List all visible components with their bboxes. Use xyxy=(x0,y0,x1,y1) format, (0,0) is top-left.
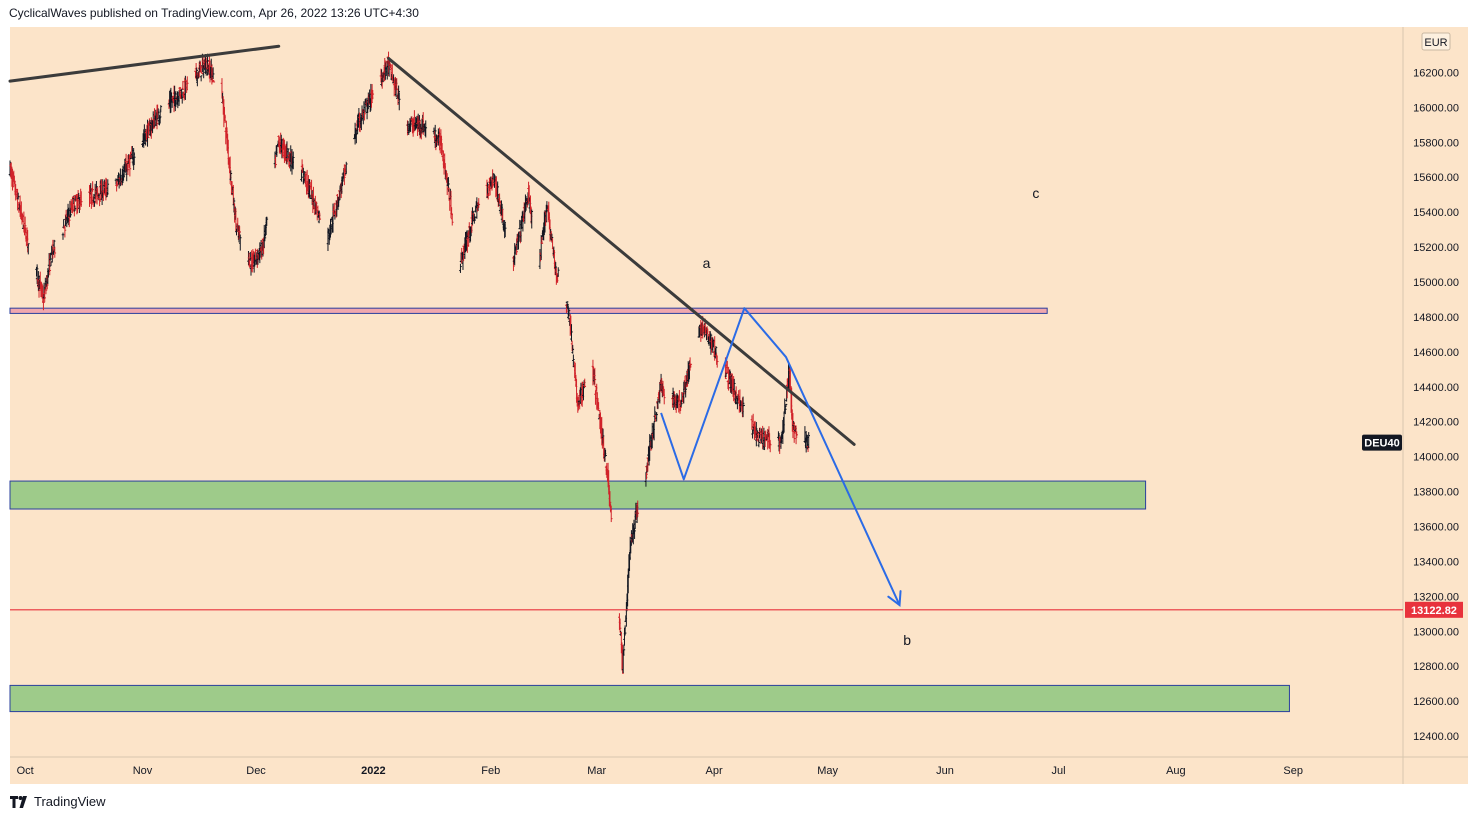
y-tick-label: 15200.00 xyxy=(1413,242,1459,254)
x-tick-label: Mar xyxy=(587,765,606,777)
x-tick-label: Jul xyxy=(1052,765,1066,777)
currency-label: EUR xyxy=(1424,37,1447,49)
y-tick-label: 13400.00 xyxy=(1413,556,1459,568)
x-tick-label: Jun xyxy=(936,765,954,777)
y-tick-label: 16200.00 xyxy=(1413,67,1459,79)
x-tick-label: Sep xyxy=(1283,765,1303,777)
candles-layer xyxy=(8,51,811,674)
y-tick-label: 15800.00 xyxy=(1413,137,1459,149)
zones-layer xyxy=(9,307,1290,713)
y-tick-label: 12600.00 xyxy=(1413,696,1459,708)
y-tick-label: 14600.00 xyxy=(1413,347,1459,359)
y-tick-label: 13200.00 xyxy=(1413,591,1459,603)
projection-arrowhead xyxy=(887,590,902,607)
resistance-zone xyxy=(9,307,1048,314)
wave-projection-path[interactable] xyxy=(660,307,901,606)
x-tick-label: May xyxy=(817,765,838,777)
y-tick-label: 13600.00 xyxy=(1413,521,1459,533)
footer: TradingView xyxy=(10,794,106,809)
currency-badge[interactable] xyxy=(1421,32,1451,51)
x-tick-label: Dec xyxy=(246,765,266,777)
x-tick-label: Oct xyxy=(17,765,34,777)
support-zone xyxy=(9,684,1290,713)
projection-layer xyxy=(660,307,902,607)
annotations-layer: a b c xyxy=(703,185,1040,648)
x-tick-label: Nov xyxy=(133,765,153,777)
symbol-badge[interactable] xyxy=(1362,434,1402,451)
y-tick-label: 14200.00 xyxy=(1413,417,1459,429)
y-tick-label: 15600.00 xyxy=(1413,172,1459,184)
support-zone xyxy=(9,480,1147,510)
current-price-badge xyxy=(1405,601,1463,618)
trendlines-layer xyxy=(8,44,1403,611)
y-tick-label: 15000.00 xyxy=(1413,277,1459,289)
y-tick-label: 14400.00 xyxy=(1413,382,1459,394)
x-tick-label: Feb xyxy=(481,765,500,777)
x-tick-label: 2022 xyxy=(361,765,385,777)
x-tick-label: Aug xyxy=(1166,765,1186,777)
tradingview-logo-icon xyxy=(10,795,27,808)
y-tick-label: 14800.00 xyxy=(1413,312,1459,324)
y-tick-label: 12400.00 xyxy=(1413,731,1459,743)
publish-info: CyclicalWaves published on TradingView.c… xyxy=(9,6,419,20)
y-tick-label: 13000.00 xyxy=(1413,626,1459,638)
y-tick-label: 16000.00 xyxy=(1413,102,1459,114)
wave-label-b: b xyxy=(903,632,911,648)
wave-label-c: c xyxy=(1032,185,1039,201)
footer-brand: TradingView xyxy=(34,794,106,809)
y-tick-label: 12800.00 xyxy=(1413,661,1459,673)
y-tick-label: 15400.00 xyxy=(1413,207,1459,219)
x-tick-label: Apr xyxy=(706,765,723,777)
current-price-label: 13122.82 xyxy=(1411,605,1457,617)
y-tick-label: 14000.00 xyxy=(1413,452,1459,464)
x-axis: Oct Nov Dec 2022 Feb Mar Apr May Jun Jul Aug Sep xyxy=(10,27,1468,784)
y-axis: 12400.00 12600.00 12800.00 13000.00 13200.00… xyxy=(1362,32,1463,743)
wave-label-a: a xyxy=(703,255,711,271)
trendline[interactable] xyxy=(8,44,281,83)
y-tick-label: 13800.00 xyxy=(1413,487,1459,499)
trendline[interactable] xyxy=(387,56,856,446)
symbol-label: DEU40 xyxy=(1364,438,1399,450)
